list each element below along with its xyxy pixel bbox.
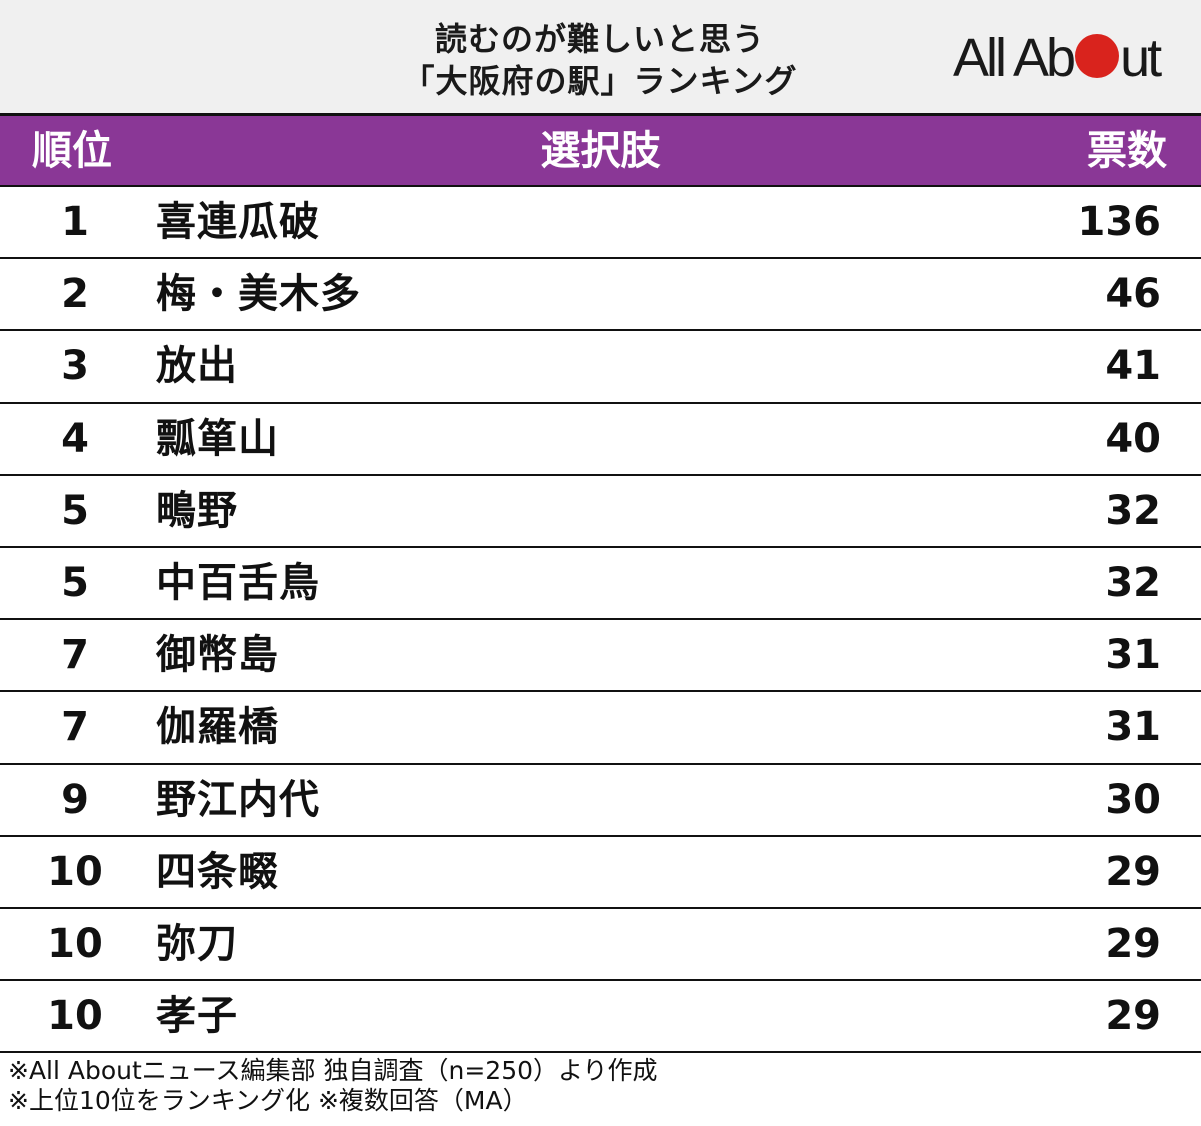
station-name-cell: 中百舌鳥 (156, 559, 320, 606)
title-line-2: 「大阪府の駅」ランキング (402, 62, 798, 100)
station-name-cell: 喜連瓜破 (156, 199, 320, 245)
station-name-cell: 御幣島 (156, 632, 279, 679)
station-name-cell: 孝子 (156, 993, 238, 1040)
table-row: 4 瓢箪山 40 (0, 404, 1201, 476)
votes-cell: 31 (1105, 632, 1161, 679)
rank-cell: 7 (61, 632, 89, 679)
table-row: 5 鴫野 32 (0, 476, 1201, 548)
table-row: 2 梅・美木多 46 (0, 259, 1201, 332)
table-row: 5 中百舌鳥 32 (0, 548, 1201, 621)
title-line-1: 読むのが難しいと思う (434, 20, 765, 58)
table-row: 7 御幣島 31 (0, 620, 1201, 693)
footnotes: ※All Aboutニュース編集部 独自調査（n=250）より作成 ※上位10位… (8, 1056, 658, 1116)
table-row: 3 放出 41 (0, 331, 1201, 404)
footnote-method: ※上位10位をランキング化 ※複数回答（MA） (8, 1086, 528, 1115)
rank-cell: 10 (47, 848, 103, 895)
votes-cell: 136 (1077, 199, 1162, 245)
table-header: 選択肢 順位 票数 (0, 113, 1201, 187)
rank-cell: 9 (61, 776, 89, 823)
logo-text-end: ut (1120, 28, 1162, 88)
station-name-cell: 野江内代 (156, 776, 320, 823)
title-band: 読むのが難しいと思う 「大阪府の駅」ランキング All Ab ut (0, 0, 1201, 113)
station-name-cell: 伽羅橋 (156, 704, 279, 751)
votes-cell: 29 (1105, 848, 1161, 895)
votes-cell: 32 (1105, 559, 1161, 606)
station-name-cell: 瓢箪山 (156, 415, 279, 462)
table-row: 10 弥刀 29 (0, 909, 1201, 982)
table-row: 10 四条畷 29 (0, 837, 1201, 909)
table-body: 1 喜連瓜破 136 2 梅・美木多 46 3 放出 41 4 瓢箪山 40 5… (0, 187, 1201, 1054)
votes-cell: 29 (1105, 920, 1161, 967)
votes-cell: 41 (1105, 343, 1161, 390)
footnote-source: ※All Aboutニュース編集部 独自調査（n=250）より作成 (8, 1056, 658, 1085)
table-row: 1 喜連瓜破 136 (0, 187, 1201, 260)
table-row: 9 野江内代 30 (0, 765, 1201, 837)
rank-cell: 1 (61, 199, 89, 245)
rank-cell: 3 (61, 343, 89, 390)
station-name-cell: 鴫野 (156, 487, 238, 534)
station-name-cell: 梅・美木多 (156, 271, 361, 318)
votes-cell: 40 (1105, 415, 1161, 462)
rank-cell: 10 (47, 920, 103, 967)
logo-red-dot-icon (1075, 34, 1120, 78)
rank-cell: 7 (61, 704, 89, 751)
rank-cell: 4 (61, 415, 89, 462)
logo-text-start: All Ab (953, 28, 1076, 88)
votes-cell: 46 (1105, 271, 1161, 318)
rank-cell: 10 (47, 993, 103, 1040)
chart-title: 読むのが難しいと思う 「大阪府の駅」ランキング (300, 18, 900, 102)
station-name-cell: 四条畷 (156, 848, 279, 895)
allabout-logo: All Ab ut (953, 28, 1162, 88)
rank-cell: 2 (61, 271, 89, 318)
station-name-cell: 弥刀 (156, 920, 238, 967)
rank-cell: 5 (61, 487, 89, 534)
station-name-cell: 放出 (156, 343, 238, 390)
votes-cell: 32 (1105, 487, 1161, 534)
votes-cell: 30 (1105, 776, 1161, 823)
table-row: 7 伽羅橋 31 (0, 692, 1201, 765)
votes-cell: 31 (1105, 704, 1161, 751)
votes-cell: 29 (1105, 993, 1161, 1040)
header-choice: 選択肢 (540, 128, 661, 174)
header-votes: 票数 (1087, 128, 1167, 174)
table-row: 10 孝子 29 (0, 981, 1201, 1054)
rank-cell: 5 (61, 559, 89, 606)
header-rank: 順位 (32, 128, 112, 174)
